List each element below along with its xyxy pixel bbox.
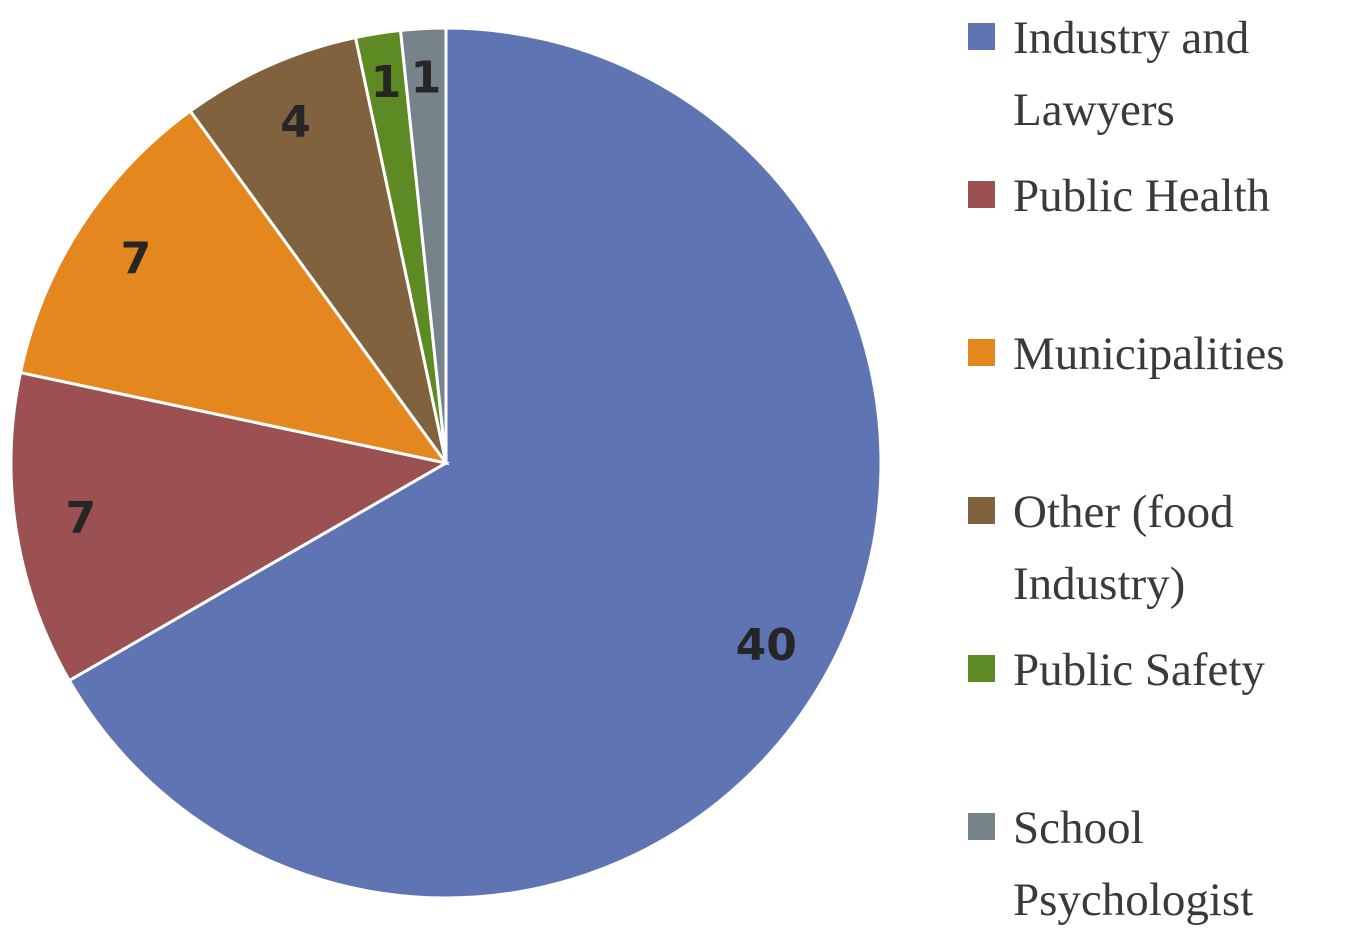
- legend-swatch: [968, 23, 995, 50]
- legend-swatch: [968, 497, 995, 524]
- data-label: 1: [411, 53, 442, 104]
- data-label: 4: [280, 97, 311, 148]
- legend-label: Other (food Industry): [1013, 486, 1234, 610]
- legend-label: School Psychologist: [1013, 802, 1254, 926]
- legend-swatch: [968, 655, 995, 682]
- pie-slice: [9, 370, 451, 683]
- data-label: 7: [65, 493, 96, 544]
- legend-entry: Public Safety: [968, 634, 1358, 706]
- pie-slice: [18, 108, 450, 466]
- legend-label: Public Health: [1013, 170, 1271, 222]
- legend-entry: Industry and Lawyers: [968, 2, 1358, 146]
- legend-label: Industry and Lawyers: [1013, 12, 1250, 136]
- legend-label: Public Safety: [1013, 644, 1265, 696]
- legend-entry: Other (food Industry): [968, 476, 1358, 620]
- legend-swatch: [968, 181, 995, 208]
- legend-entry: School Psychologist: [968, 792, 1358, 936]
- legend-swatch: [968, 813, 995, 840]
- pie-slice: [188, 35, 448, 464]
- legend-entry: Public Health: [968, 160, 1358, 232]
- data-label: 7: [121, 234, 152, 285]
- pie-slice: [67, 26, 883, 900]
- data-label: 1: [371, 57, 402, 108]
- pie-slice: [398, 26, 448, 464]
- data-label: 40: [736, 620, 797, 671]
- legend-swatch: [968, 339, 995, 366]
- legend-label: Municipalities: [1013, 328, 1285, 380]
- legend-entry: Municipalities: [968, 318, 1358, 390]
